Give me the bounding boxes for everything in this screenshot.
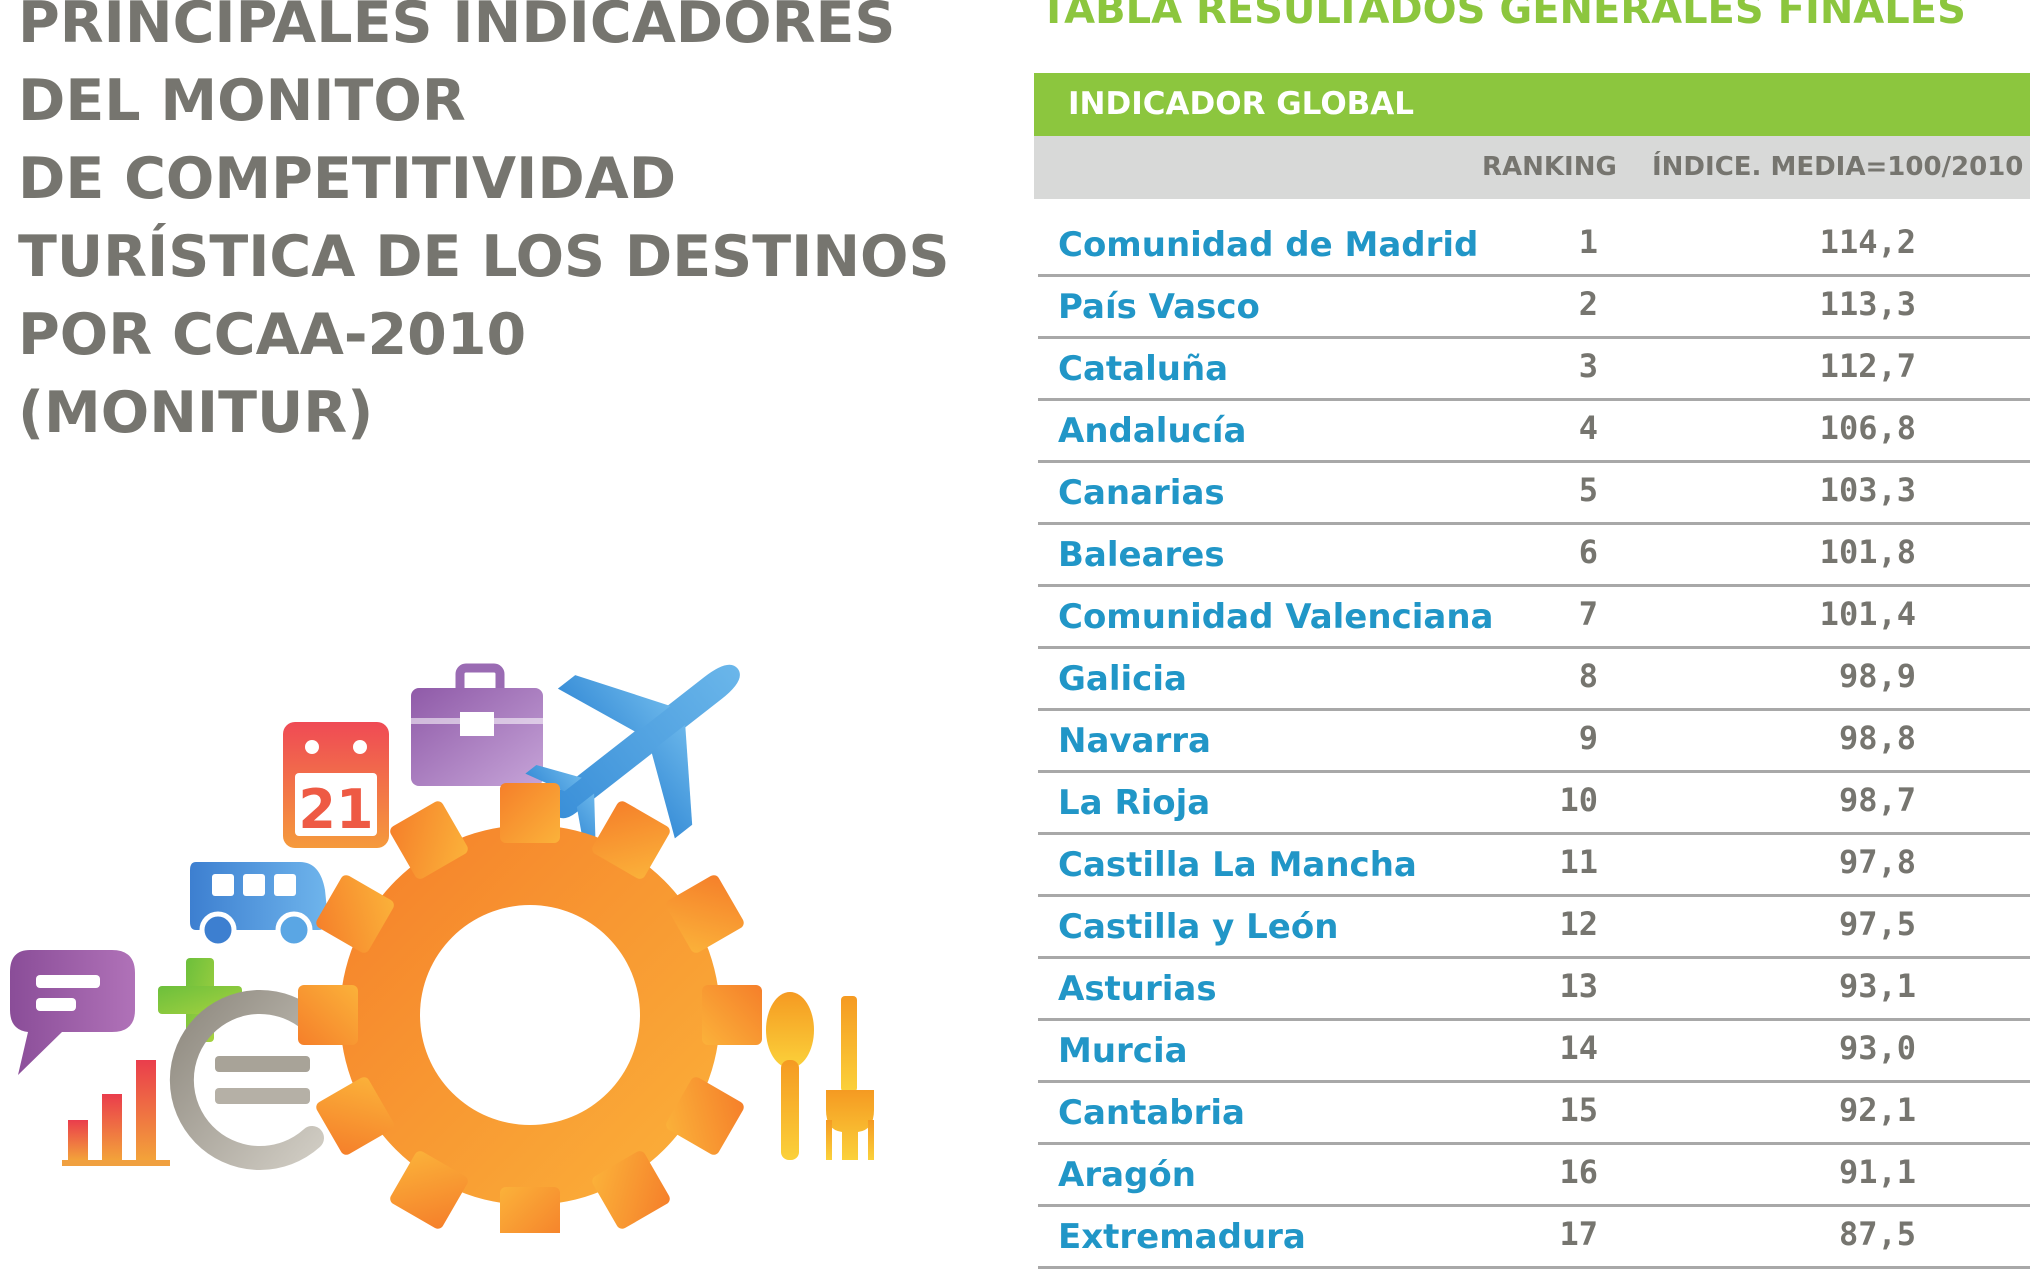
table-row: Castilla y León 12 97,5 <box>1038 897 2030 959</box>
table-row: Castilla La Mancha 11 97,8 <box>1038 835 2030 897</box>
bus-icon <box>190 862 328 949</box>
region-index: 97,5 <box>1838 905 1916 943</box>
title-line: TURÍSTICA DE LOS DESTINOS <box>18 224 950 290</box>
region-name: Canarias <box>1058 473 1225 513</box>
table-row: Cataluña 3 112,7 <box>1038 339 2030 401</box>
region-index: 106,8 <box>1819 409 1916 447</box>
gear-icon <box>683 744 900 979</box>
region-name: Castilla y León <box>1058 907 1339 947</box>
briefcase-icon <box>411 663 543 786</box>
region-name: Comunidad Valenciana <box>1058 597 1494 637</box>
region-rank: 9 <box>1578 719 1598 757</box>
region-rank: 15 <box>1559 1091 1598 1129</box>
region-rank: 5 <box>1578 471 1598 509</box>
region-name: Andalucía <box>1058 411 1247 451</box>
region-index: 101,8 <box>1819 533 1916 571</box>
region-name: Castilla La Mancha <box>1058 845 1417 885</box>
region-rank: 7 <box>1578 595 1598 633</box>
table-row: Cantabria 15 92,1 <box>1038 1083 2030 1145</box>
region-name: Galicia <box>1058 659 1187 699</box>
region-rank: 17 <box>1559 1215 1598 1253</box>
region-index: 98,9 <box>1838 657 1916 695</box>
title-line: DE COMPETITIVIDAD <box>18 146 677 212</box>
region-name: Extremadura <box>1058 1217 1306 1257</box>
title-line: POR CCAA-2010 <box>18 302 527 368</box>
column-header-row: RANKING ÍNDICE. MEDIA=100/2010 <box>1034 136 2030 199</box>
region-rank: 6 <box>1578 533 1598 571</box>
region-index: 98,7 <box>1838 781 1916 819</box>
results-table: Comunidad de Madrid 1 114,2 País Vasco 2… <box>1038 215 2030 1269</box>
region-name: Aragón <box>1058 1155 1196 1195</box>
calendar-day: 21 <box>298 778 373 841</box>
region-index: 93,1 <box>1838 967 1916 1005</box>
region-rank: 13 <box>1559 967 1598 1005</box>
region-name: Navarra <box>1058 721 1211 761</box>
table-row: Andalucía 4 106,8 <box>1038 401 2030 463</box>
region-rank: 12 <box>1559 905 1598 943</box>
title-line: (MONITUR) <box>18 380 374 446</box>
region-name: Cataluña <box>1058 349 1229 389</box>
region-index: 112,7 <box>1819 347 1916 385</box>
region-rank: 14 <box>1559 1029 1598 1067</box>
region-rank: 4 <box>1578 409 1598 447</box>
region-index: 92,1 <box>1838 1091 1916 1129</box>
region-index: 103,3 <box>1819 471 1916 509</box>
region-index: 98,8 <box>1838 719 1916 757</box>
region-name: Murcia <box>1058 1031 1188 1071</box>
table-row: Baleares 6 101,8 <box>1038 525 2030 587</box>
table-row: La Rioja 10 98,7 <box>1038 773 2030 835</box>
table-row: Comunidad de Madrid 1 114,2 <box>1038 215 2030 277</box>
region-name: Comunidad de Madrid <box>1058 225 1479 265</box>
region-name: País Vasco <box>1058 287 1260 327</box>
table-row: Asturias 13 93,1 <box>1038 959 2030 1021</box>
section-header-label: INDICADOR GLOBAL <box>1068 86 1415 122</box>
region-name: Baleares <box>1058 535 1225 575</box>
region-rank: 8 <box>1578 657 1598 695</box>
gear-icon <box>298 783 762 1233</box>
region-index: 91,1 <box>1838 1153 1916 1191</box>
region-index: 97,8 <box>1838 843 1916 881</box>
region-index: 114,2 <box>1819 223 1916 261</box>
spoon-icon <box>766 992 814 1160</box>
bar-chart-icon <box>62 1060 170 1166</box>
section-header: INDICADOR GLOBAL <box>1034 73 2030 136</box>
table-row: Comunidad Valenciana 7 101,4 <box>1038 587 2030 649</box>
table-title: TABLA RESULTADOS GENERALES FINALES <box>1040 0 1966 33</box>
table-row: Galicia 8 98,9 <box>1038 649 2030 711</box>
region-rank: 16 <box>1559 1153 1598 1191</box>
region-rank: 3 <box>1578 347 1598 385</box>
region-rank: 1 <box>1578 223 1598 261</box>
region-index: 113,3 <box>1819 285 1916 323</box>
region-name: Asturias <box>1058 969 1217 1009</box>
region-name: Cantabria <box>1058 1093 1245 1133</box>
title-line: PRINCIPALES INDICADORES <box>18 0 896 56</box>
table-row: Murcia 14 93,0 <box>1038 1021 2030 1083</box>
region-rank: 10 <box>1559 781 1598 819</box>
tourism-illustration: 21 <box>10 663 900 1233</box>
table-row: Navarra 9 98,8 <box>1038 711 2030 773</box>
title-line: DEL MONITOR <box>18 68 466 134</box>
region-index: 87,5 <box>1838 1215 1916 1253</box>
region-rank: 2 <box>1578 285 1598 323</box>
region-name: La Rioja <box>1058 783 1211 823</box>
column-header-ranking: RANKING <box>1482 152 1617 182</box>
airplane-icon <box>525 664 740 850</box>
table-row: Extremadura 17 87,5 <box>1038 1207 2030 1269</box>
region-index: 93,0 <box>1838 1029 1916 1067</box>
euro-icon <box>169 990 324 1170</box>
region-index: 101,4 <box>1819 595 1916 633</box>
table-row: Canarias 5 103,3 <box>1038 463 2030 525</box>
column-header-index: ÍNDICE. MEDIA=100/2010 <box>1652 152 2024 182</box>
table-row: Aragón 16 91,1 <box>1038 1145 2030 1207</box>
page-title: PRINCIPALES INDICADORES DEL MONITOR DE C… <box>18 0 950 452</box>
chat-bubble-icon <box>10 950 135 1075</box>
fork-icon <box>826 996 874 1160</box>
table-row: País Vasco 2 113,3 <box>1038 277 2030 339</box>
region-rank: 11 <box>1559 843 1598 881</box>
calendar-icon: 21 <box>283 722 389 848</box>
